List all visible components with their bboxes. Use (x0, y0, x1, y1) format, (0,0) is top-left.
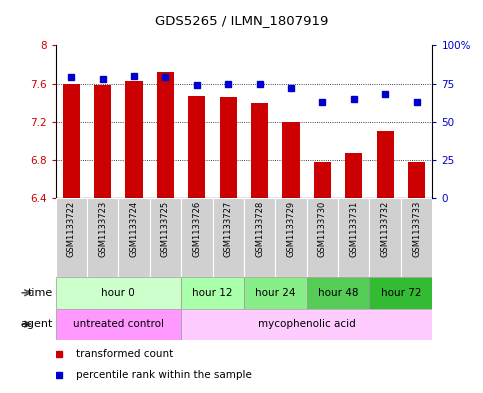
Bar (244, 198, 275, 277)
Text: hour 0: hour 0 (101, 288, 135, 298)
Text: hour 12: hour 12 (192, 288, 233, 298)
Bar (118, 198, 150, 277)
Text: untreated control: untreated control (73, 319, 164, 329)
Bar (283, 122, 299, 198)
Bar (56, 198, 87, 277)
Text: GSM1133722: GSM1133722 (67, 201, 76, 257)
Bar (408, 162, 425, 198)
Bar (181, 277, 244, 309)
Bar (369, 277, 432, 309)
Text: GSM1133727: GSM1133727 (224, 201, 233, 257)
Bar (307, 198, 338, 277)
Text: mycophenolic acid: mycophenolic acid (258, 319, 355, 329)
Bar (94, 85, 111, 198)
Bar (56, 309, 181, 340)
Text: GDS5265 / ILMN_1807919: GDS5265 / ILMN_1807919 (155, 14, 328, 27)
Bar (87, 198, 118, 277)
Bar (314, 162, 331, 198)
Bar (275, 198, 307, 277)
Text: GSM1133730: GSM1133730 (318, 201, 327, 257)
Bar (345, 153, 362, 198)
Bar (157, 72, 174, 198)
Text: GSM1133731: GSM1133731 (349, 201, 358, 257)
Text: GSM1133728: GSM1133728 (255, 201, 264, 257)
Text: percentile rank within the sample: percentile rank within the sample (76, 370, 252, 380)
Bar (213, 198, 244, 277)
Text: hour 72: hour 72 (381, 288, 421, 298)
Text: GSM1133726: GSM1133726 (192, 201, 201, 257)
Text: time: time (28, 288, 53, 298)
Text: GSM1133723: GSM1133723 (98, 201, 107, 257)
Text: GSM1133725: GSM1133725 (161, 201, 170, 257)
Bar (126, 81, 142, 198)
Text: transformed count: transformed count (76, 349, 173, 359)
Bar (63, 83, 80, 198)
Text: hour 24: hour 24 (255, 288, 296, 298)
Bar (251, 103, 268, 198)
Text: GSM1133724: GSM1133724 (129, 201, 139, 257)
Bar (181, 198, 213, 277)
Bar (307, 277, 369, 309)
Text: GSM1133732: GSM1133732 (381, 201, 390, 257)
Bar (188, 96, 205, 198)
Bar (220, 97, 237, 198)
Bar (338, 198, 369, 277)
Text: hour 48: hour 48 (318, 288, 358, 298)
Bar (56, 277, 181, 309)
Bar (150, 198, 181, 277)
Text: GSM1133729: GSM1133729 (286, 201, 296, 257)
Bar (181, 309, 432, 340)
Bar (369, 198, 401, 277)
Text: GSM1133733: GSM1133733 (412, 201, 421, 257)
Bar (401, 198, 432, 277)
Text: agent: agent (21, 319, 53, 329)
Bar (377, 131, 394, 198)
Bar (244, 277, 307, 309)
